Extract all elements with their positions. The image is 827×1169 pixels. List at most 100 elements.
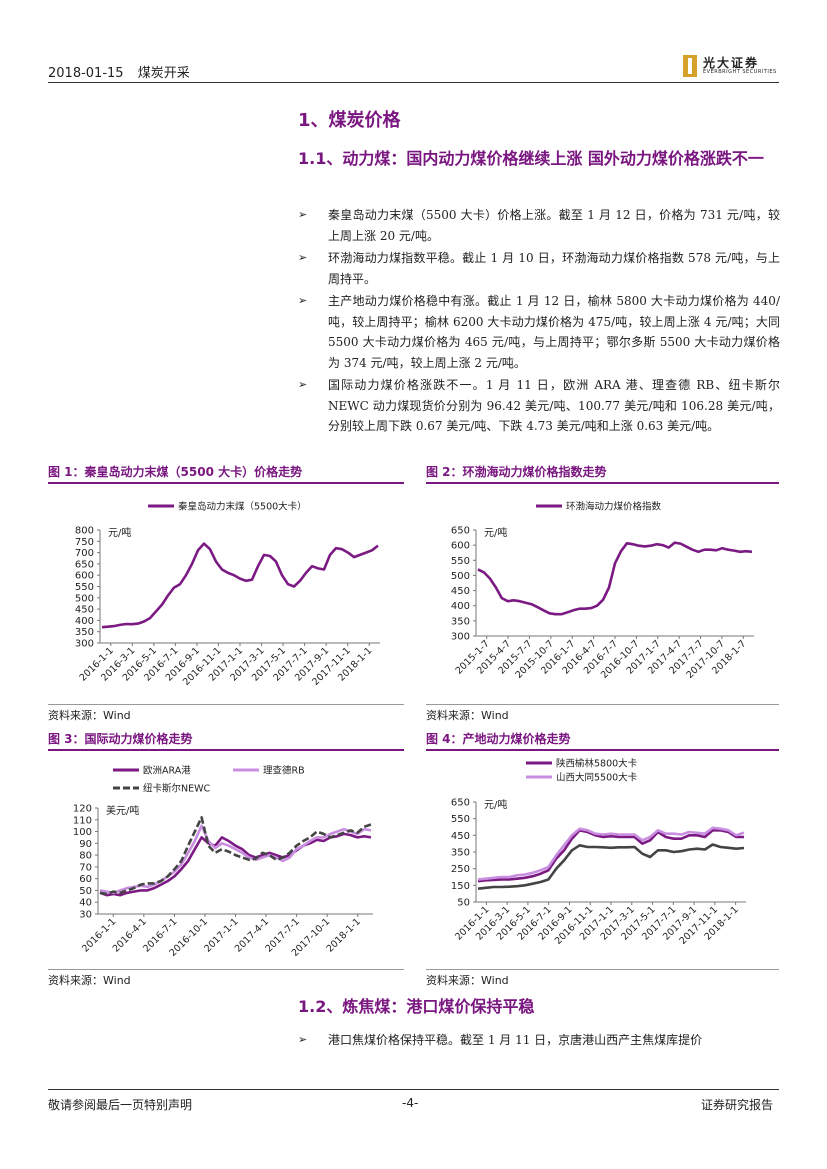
series-line [477,843,745,890]
figure-1-source: 资料来源：Wind [48,709,131,722]
figure-4-rule [426,749,779,751]
y-tick-label: 650 [451,798,470,809]
x-tick-label: 2018-1-1 [325,916,363,954]
series-line [101,542,379,629]
logo-icon [683,55,697,77]
legend-label: 山西大同5500大卡 [556,772,638,784]
series-line [477,829,744,883]
list-item: ➢ 国际动力煤价格涨跌不一。1 月 11 日，欧洲 ARA 港、理查德 RB、纽卡… [298,375,780,437]
list-item: ➢ 环渤海动力煤指数平稳。截止 1 月 10 日，环渤海动力煤价格指数 578 元… [298,248,780,289]
y-tick-label: 550 [451,814,470,825]
y-tick-label: 250 [451,864,470,875]
y-tick-label: 300 [451,632,470,643]
y-tick-label: 750 [75,537,94,548]
footer-divider [48,1089,779,1090]
figure-2-rule [426,482,779,484]
figure-3-rule [48,749,404,751]
figure-3-title: 图 3：国际动力煤价格走势 [48,732,193,746]
legend-label: 秦皇岛动力末煤（5500大卡） [178,501,307,513]
y-tick-label: 350 [451,848,470,859]
y-axis-label: 元/吨 [484,798,507,811]
logo-text-cn: 光大证券 [703,56,760,70]
y-tick-label: 30 [79,910,92,921]
list-item: ➢ 主产地动力煤价格稳中有涨。截止 1 月 12 日，榆林 5800 大卡动力煤价… [298,291,780,373]
y-tick-label: 350 [75,627,94,638]
y-tick-label: 50 [79,886,92,897]
header-sector: 煤炭开采 [137,66,190,81]
y-tick-label: 110 [73,815,92,826]
figure-4-title: 图 4：产地动力煤价格走势 [426,732,571,746]
y-tick-label: 80 [79,851,92,862]
series-line [477,826,745,881]
y-tick-label: 50 [457,898,470,909]
page-number: -4- [402,1096,419,1110]
series-line [99,832,372,897]
y-tick-label: 100 [73,827,92,838]
arrow-bullet-icon: ➢ [298,251,308,264]
footer-report-type: 证券研究报告 [701,1098,774,1112]
y-tick-label: 300 [75,639,94,650]
figure-3-source: 资料来源：Wind [48,974,131,987]
series-line [477,541,753,616]
y-axis-label: 元/吨 [108,526,131,539]
header-divider [48,82,779,83]
header-date-sector: 2018-01-15 煤炭开采 [48,62,190,81]
section-title-1-2: 1.2、炼焦煤：港口煤价保持平稳 [298,997,535,1016]
y-tick-label: 400 [451,601,470,612]
y-tick-label: 120 [73,804,92,815]
legend-label: 环渤海动力煤价格指数 [566,501,662,513]
figure-1-bottom-rule [48,704,404,705]
arrow-bullet-icon: ➢ [298,378,308,391]
logo-text-en: EVERBRIGHT SECURITIES [703,69,777,75]
y-tick-label: 70 [79,862,92,873]
figure-2-bottom-rule [426,704,779,705]
footer-disclaimer: 敬请参阅最后一页特别声明 [48,1098,193,1112]
y-tick-label: 450 [451,586,470,597]
y-tick-label: 600 [451,541,470,552]
figure-2-title: 图 2：环渤海动力煤价格指数走势 [426,465,607,479]
y-tick-label: 450 [75,605,94,616]
legend-label: 理查德RB [263,765,305,777]
legend-label: 纽卡斯尔NEWC [143,783,211,795]
y-tick-label: 550 [451,556,470,567]
figure-1-title: 图 1：秦皇岛动力末煤（5500 大卡）价格走势 [48,465,303,479]
y-axis-label: 元/吨 [484,526,507,539]
section-title-1-1: 1.1、动力煤：国内动力煤价格继续上涨 国外动力煤价格涨跌不一 [298,149,764,168]
y-tick-label: 700 [75,548,94,559]
y-tick-label: 650 [75,559,94,570]
y-tick-label: 800 [75,526,94,537]
y-tick-label: 500 [451,571,470,582]
y-tick-label: 60 [79,874,92,885]
series-line [99,824,372,895]
figure-3-bottom-rule [48,969,404,970]
arrow-bullet-icon: ➢ [298,1033,308,1046]
y-tick-label: 40 [79,898,92,909]
series-line [99,816,372,896]
list-item: ➢ 港口焦煤价格保持平稳。截至 1 月 11 日，京唐港山西产主焦煤库提价 [298,1030,780,1051]
legend-label: 陕西榆林5800大卡 [556,758,638,770]
section-title-1: 1、煤炭价格 [298,110,401,131]
y-tick-label: 500 [75,593,94,604]
figure-2-source: 资料来源：Wind [426,709,509,722]
y-tick-label: 450 [451,831,470,842]
legend-label: 欧洲ARA港 [143,765,191,777]
y-axis-label: 美元/吨 [106,804,139,817]
figure-4-source: 资料来源：Wind [426,974,509,987]
y-tick-label: 550 [75,582,94,593]
list-item: ➢ 秦皇岛动力末煤（5500 大卡）价格上涨。截至 1 月 12 日，价格为 73… [298,205,780,246]
bullet-list-1-2: ➢ 港口焦煤价格保持平稳。截至 1 月 11 日，京唐港山西产主焦煤库提价 [298,1030,780,1053]
y-tick-label: 150 [451,881,470,892]
bullet-list: ➢ 秦皇岛动力末煤（5500 大卡）价格上涨。截至 1 月 12 日，价格为 73… [298,205,780,439]
figure-4-bottom-rule [426,969,779,970]
header-date: 2018-01-15 [48,66,124,81]
brand-logo: 光大证券 EVERBRIGHT SECURITIES [683,53,783,79]
y-tick-label: 650 [451,526,470,537]
y-tick-label: 90 [79,839,92,850]
arrow-bullet-icon: ➢ [298,208,308,221]
figure-1-rule [48,482,404,484]
y-tick-label: 600 [75,571,94,582]
